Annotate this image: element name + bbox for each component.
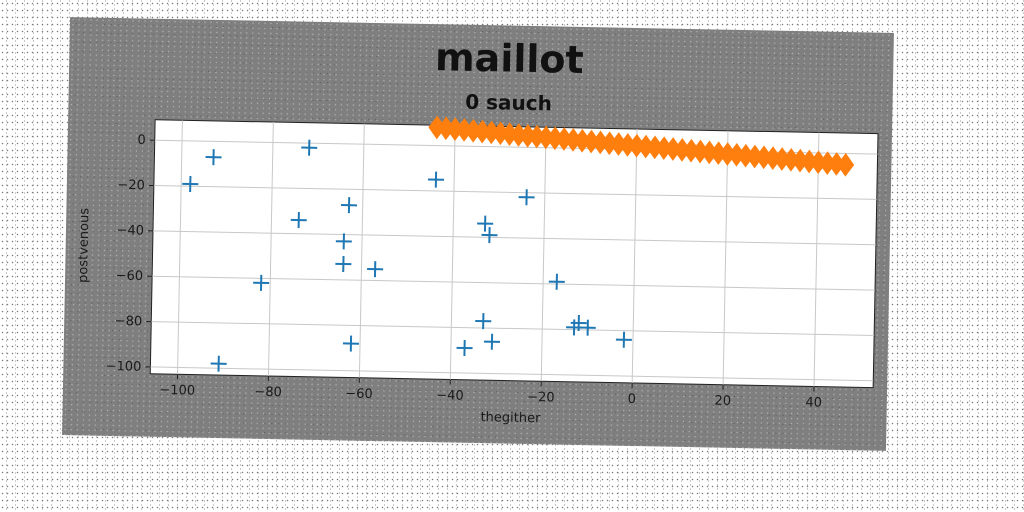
x-tick-label: −20 bbox=[527, 390, 555, 406]
x-tick-label: 40 bbox=[805, 395, 822, 410]
x-gridline bbox=[449, 125, 456, 380]
plus-point bbox=[335, 256, 352, 273]
plus-point bbox=[301, 139, 318, 156]
plus-point bbox=[182, 175, 199, 192]
y-tick-label: −60 bbox=[116, 269, 144, 285]
plus-point bbox=[205, 149, 222, 166]
y-gridline bbox=[152, 230, 876, 246]
plus-point bbox=[518, 189, 535, 206]
plus-point bbox=[477, 215, 494, 232]
y-axis-label: postvenous bbox=[76, 208, 92, 283]
chart-title: maillot bbox=[435, 35, 584, 82]
diamond-point bbox=[836, 152, 855, 177]
y-tick-label: −40 bbox=[116, 223, 144, 239]
x-gridline bbox=[813, 132, 820, 387]
marks-layer bbox=[182, 115, 855, 372]
plus-point bbox=[615, 331, 632, 348]
x-tick-label: −60 bbox=[345, 386, 373, 402]
plus-point bbox=[570, 314, 587, 332]
x-tick-label: 0 bbox=[628, 392, 637, 407]
plus-point bbox=[579, 319, 596, 336]
x-gridline bbox=[177, 120, 183, 375]
plus-point bbox=[253, 274, 270, 291]
x-gridline bbox=[358, 123, 365, 378]
tick-layer: −100 −80 −60 −40 −20 0 20 40 0 −20 −40 −60 −80 −100 bbox=[106, 133, 823, 411]
plus-point bbox=[548, 273, 565, 290]
plus-point bbox=[341, 197, 358, 214]
plus-point bbox=[290, 212, 307, 229]
x-tick-label: −100 bbox=[159, 383, 195, 399]
y-tick-label: −100 bbox=[106, 359, 142, 375]
plus-point bbox=[335, 233, 352, 250]
plus-point bbox=[427, 171, 444, 188]
plus-point bbox=[210, 355, 227, 372]
y-gridline bbox=[152, 275, 876, 291]
plus-point bbox=[481, 227, 498, 244]
plus-point bbox=[367, 261, 384, 278]
y-tick-label: 0 bbox=[137, 133, 146, 148]
plus-point bbox=[342, 335, 359, 352]
plus-point bbox=[475, 313, 492, 330]
x-gridline bbox=[722, 130, 729, 385]
chart-svg: maillot 0 sauch −100 −80 −60 −40 −20 0 20 40 0 −2… bbox=[76, 35, 879, 426]
x-gridline bbox=[267, 122, 274, 377]
chart-figure: maillot 0 sauch −100 −80 −60 −40 −20 0 20 40 0 −2… bbox=[62, 17, 894, 451]
y-gridline bbox=[150, 366, 874, 382]
x-gridline bbox=[631, 129, 638, 383]
x-tick-label: −80 bbox=[254, 385, 282, 401]
x-gridline bbox=[540, 127, 547, 382]
plus-point bbox=[483, 333, 500, 350]
x-tick-label: −40 bbox=[436, 388, 464, 404]
y-tick-label: −20 bbox=[117, 178, 145, 194]
grid-layer bbox=[150, 120, 878, 387]
plus-point bbox=[456, 339, 473, 357]
y-gridline bbox=[151, 321, 875, 336]
y-tick-label: −80 bbox=[115, 314, 143, 330]
x-tick-label: 20 bbox=[714, 394, 731, 409]
x-axis-label: thegither bbox=[480, 410, 541, 426]
y-gridline bbox=[153, 185, 877, 200]
chart-subtitle: 0 sauch bbox=[465, 90, 552, 116]
